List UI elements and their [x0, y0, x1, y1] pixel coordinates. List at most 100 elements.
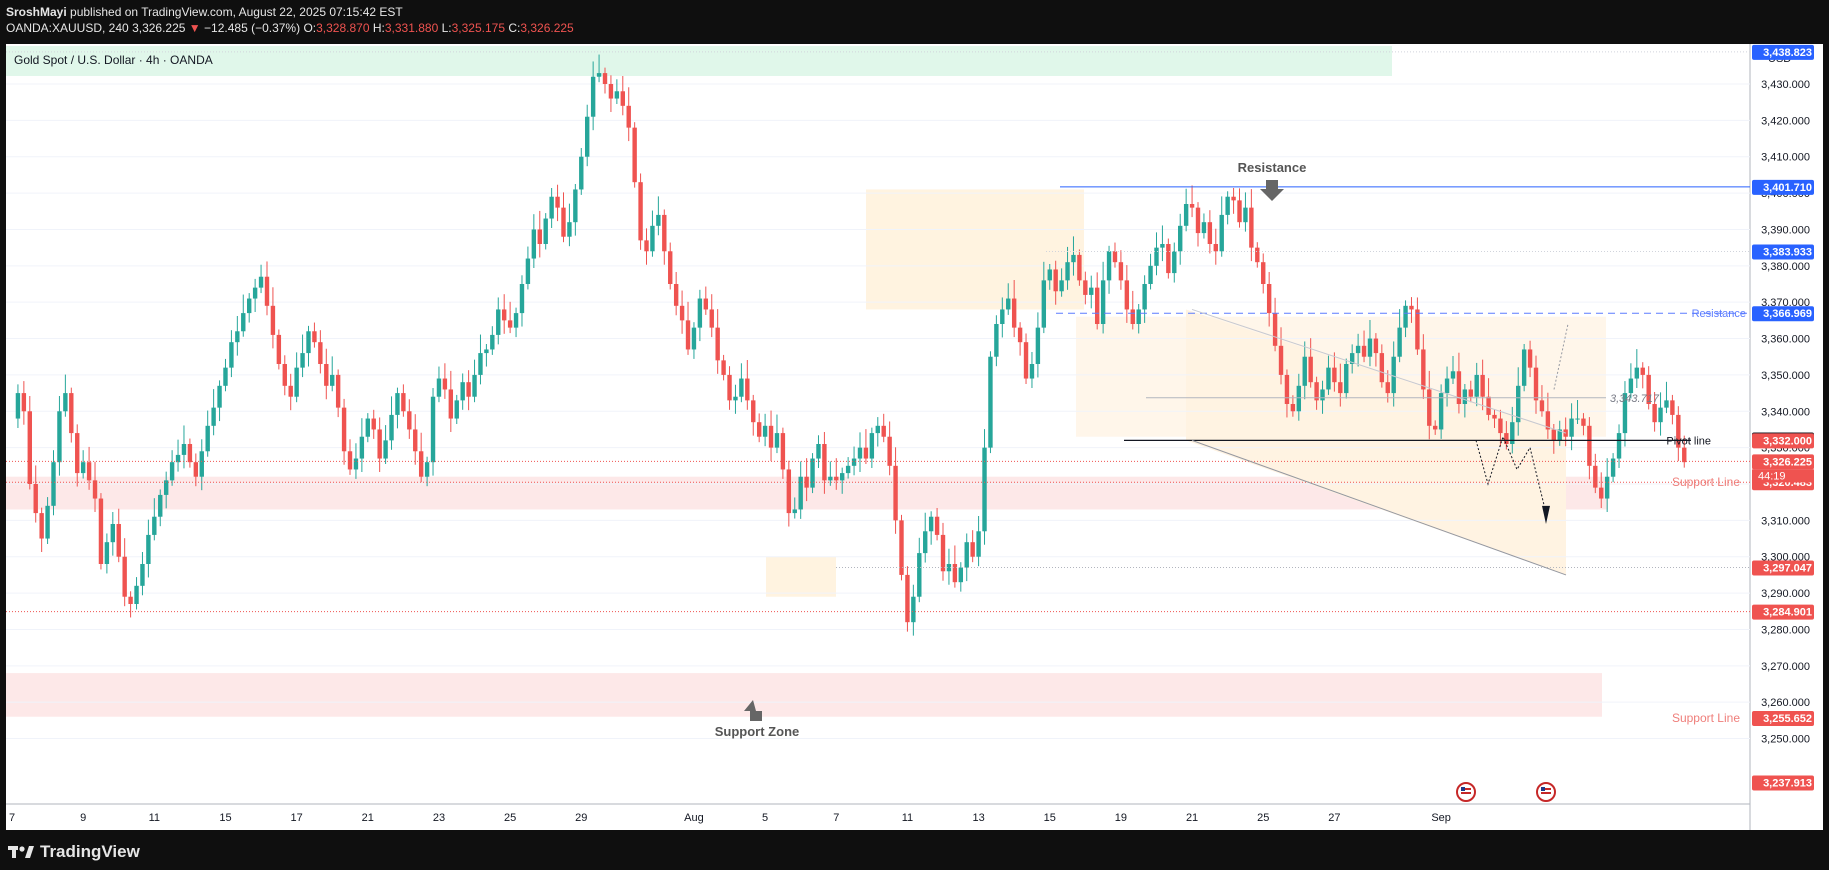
price-axis-panel[interactable] [1750, 44, 1823, 804]
economic-event-icon[interactable] [1536, 782, 1556, 802]
x-tick-label: Aug [684, 812, 704, 824]
candle [478, 334, 483, 385]
pivot-line-label: Pivot line [1666, 435, 1711, 447]
candle [98, 493, 104, 570]
candle [585, 104, 590, 167]
candle [1415, 297, 1420, 355]
x-tick-label: 15 [219, 812, 231, 824]
high-label: H: [372, 21, 385, 35]
countdown-label: 44:19 [1758, 470, 1786, 482]
economic-event-icon[interactable] [1456, 782, 1476, 802]
up-arrow-icon [744, 700, 762, 721]
support-zone-annotation: Support Zone [715, 724, 800, 739]
support-zone-box [6, 673, 1602, 717]
y-tick-label: 3,290.000 [1761, 588, 1810, 600]
candle [1272, 297, 1278, 352]
candle [353, 443, 359, 479]
candle [247, 293, 252, 323]
candle [223, 358, 228, 392]
candle [1438, 384, 1444, 439]
candle [116, 508, 121, 563]
candle [1373, 333, 1379, 367]
candle [1403, 300, 1408, 338]
x-tick-label: 23 [433, 812, 445, 824]
candle [976, 516, 981, 567]
x-tick-label: 11 [902, 812, 913, 824]
tradingview-logo-text: TradingView [40, 842, 140, 861]
candle [241, 294, 246, 337]
svg-text:3,326.225: 3,326.225 [1763, 456, 1812, 468]
candle [1237, 188, 1242, 228]
candle [1225, 191, 1230, 225]
candle [1575, 400, 1580, 424]
candle [1130, 290, 1135, 330]
price-tag: 3,284.901 [1752, 604, 1814, 620]
low-label: L: [441, 21, 452, 35]
candle [472, 359, 477, 403]
price-tag: 3,255.652 [1752, 710, 1814, 726]
candle [703, 286, 709, 315]
x-tick-label: 21 [362, 812, 374, 824]
candle [1189, 185, 1195, 218]
candle [1504, 421, 1509, 450]
time-axis-panel[interactable] [6, 804, 1823, 830]
candle [525, 246, 531, 290]
level-3343-label: 3,343.717 [1610, 393, 1660, 405]
candle [1344, 358, 1349, 399]
candle [1053, 260, 1058, 305]
candle [1450, 356, 1456, 384]
candle [828, 461, 833, 486]
y-tick-label: 3,340.000 [1761, 406, 1810, 418]
candle [21, 381, 27, 425]
price-chart[interactable]: Gold Spot / U.S. Dollar · 4h · OANDA USD… [6, 44, 1823, 830]
svg-text:3,366.969: 3,366.969 [1763, 308, 1812, 320]
candle [863, 429, 869, 464]
price-tags: 3,438.823 3,401.710 3,383.933 3,366.969 3,33… [1752, 44, 1814, 791]
candle [638, 173, 643, 250]
candle [834, 458, 839, 490]
candle [1124, 265, 1130, 323]
projection-arrow-icon [1542, 505, 1550, 524]
x-tick-label: 19 [1115, 812, 1127, 824]
candle [193, 453, 199, 487]
open-label: O: [303, 21, 317, 35]
candle [1492, 409, 1497, 428]
candle [1616, 424, 1622, 468]
candle [958, 562, 963, 592]
candle [1302, 341, 1307, 400]
resistance-annotation: Resistance [1238, 160, 1307, 175]
candle [460, 373, 465, 410]
candle [1610, 453, 1616, 483]
candle [1539, 385, 1545, 417]
candle [1094, 272, 1100, 330]
x-tick-label: 17 [291, 812, 303, 824]
down-arrow-icon: ▼ [188, 21, 201, 35]
candle [140, 552, 145, 596]
candle [211, 389, 216, 436]
candle [235, 316, 240, 356]
candle [490, 326, 495, 355]
tradingview-logo[interactable]: TradingView [8, 842, 140, 862]
x-tick-label: 15 [1044, 812, 1056, 824]
candle [110, 512, 116, 556]
publish-text: published on TradingView.com, August 22,… [70, 5, 403, 19]
candle [276, 329, 282, 370]
candle [175, 439, 181, 472]
candle [1676, 406, 1681, 462]
candle [531, 214, 537, 268]
candle [1000, 297, 1005, 338]
candle [1652, 392, 1657, 432]
candle [318, 330, 323, 374]
high-value: 3,331.880 [384, 21, 439, 35]
candle [1604, 458, 1610, 512]
consolidation-box [866, 189, 1084, 310]
candle [911, 584, 916, 636]
candle [751, 394, 756, 436]
author-name[interactable]: SroshMayi [6, 5, 67, 19]
candle [146, 519, 151, 578]
candle [1664, 381, 1669, 414]
y-tick-label: 3,280.000 [1761, 624, 1810, 636]
candle [1397, 309, 1402, 363]
candle [810, 453, 815, 494]
footer-bar [0, 830, 1829, 870]
